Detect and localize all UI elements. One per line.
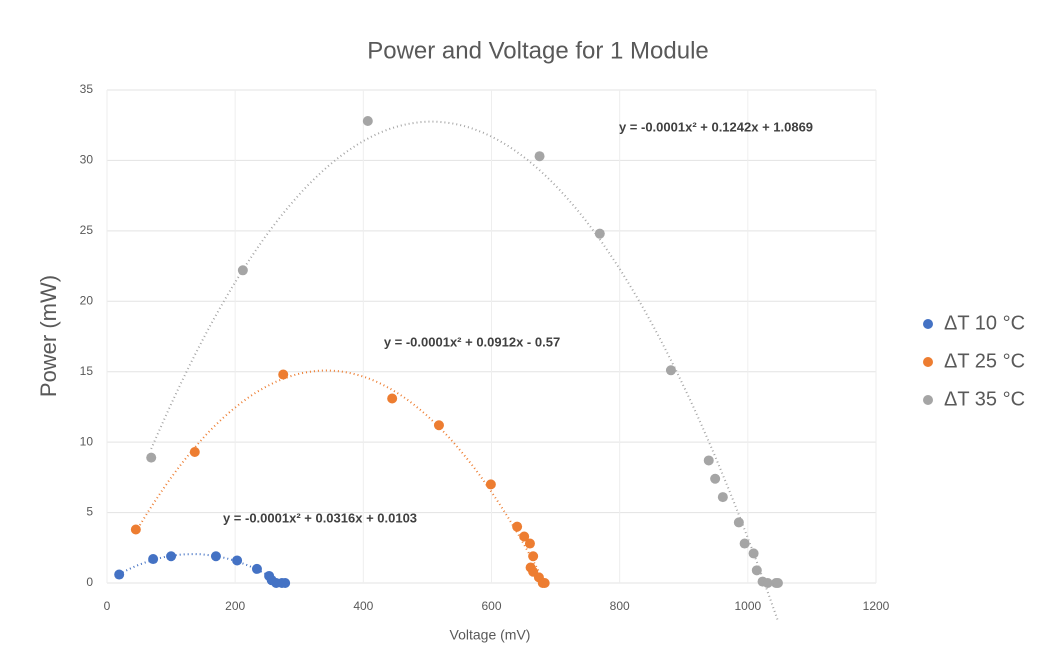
y-tick-label: 0 xyxy=(86,575,93,589)
data-point xyxy=(251,563,262,574)
data-point xyxy=(362,115,373,126)
x-tick-label: 1200 xyxy=(863,599,890,613)
data-point xyxy=(237,265,248,276)
data-point xyxy=(528,551,539,562)
y-axis-title: Power (mW) xyxy=(36,275,61,397)
y-tick-label: 20 xyxy=(80,293,94,307)
chart-title: Power and Voltage for 1 Module xyxy=(367,37,709,64)
x-tick-label: 0 xyxy=(104,599,111,613)
trendline xyxy=(134,369,546,584)
data-point xyxy=(665,365,676,376)
data-point xyxy=(278,369,289,380)
trendline-equation: y = -0.0001x² + 0.0912x - 0.57 xyxy=(384,334,560,349)
legend-label: ΔT 10 °C xyxy=(944,312,1025,334)
data-point xyxy=(733,517,744,528)
trendline-equation: y = -0.0001x² + 0.1242x + 1.0869 xyxy=(619,119,813,134)
data-point xyxy=(772,578,783,588)
data-point xyxy=(748,548,759,559)
data-point xyxy=(146,452,157,463)
data-point xyxy=(232,555,243,566)
data-point xyxy=(703,455,714,466)
legend-marker xyxy=(923,395,933,405)
data-point xyxy=(739,538,750,549)
data-point xyxy=(751,565,762,576)
data-point xyxy=(717,492,728,503)
data-point xyxy=(485,479,496,490)
x-tick-label: 1000 xyxy=(734,599,761,613)
legend-marker xyxy=(923,357,933,367)
data-point xyxy=(387,393,398,404)
legend-label: ΔT 25 °C xyxy=(944,350,1025,372)
y-tick-label: 15 xyxy=(80,364,94,378)
data-point xyxy=(130,524,141,535)
x-axis-title: Voltage (mV) xyxy=(450,627,531,643)
data-point xyxy=(512,521,523,532)
data-point xyxy=(534,151,545,162)
x-tick-label: 800 xyxy=(610,599,630,613)
y-tick-label: 25 xyxy=(80,223,94,237)
trendline-equation: y = -0.0001x² + 0.0316x + 0.0103 xyxy=(223,510,417,525)
data-point xyxy=(114,569,125,580)
legend-label: ΔT 35 °C xyxy=(944,388,1025,410)
data-point xyxy=(148,554,159,565)
legend-marker xyxy=(923,319,933,329)
trendline xyxy=(150,120,779,622)
data-point xyxy=(710,473,721,484)
data-point xyxy=(166,551,177,562)
y-tick-label: 30 xyxy=(80,153,94,167)
data-point xyxy=(524,538,535,549)
x-tick-label: 200 xyxy=(225,599,245,613)
data-point xyxy=(539,578,550,588)
y-tick-label: 5 xyxy=(86,505,93,519)
data-point xyxy=(762,578,773,588)
data-point xyxy=(519,531,530,542)
data-point xyxy=(210,551,221,562)
data-point xyxy=(433,420,444,431)
y-tick-label: 35 xyxy=(80,82,94,96)
x-tick-label: 400 xyxy=(353,599,373,613)
data-point xyxy=(189,447,200,458)
data-point xyxy=(280,578,291,588)
y-tick-label: 10 xyxy=(80,434,94,448)
data-point xyxy=(594,228,605,239)
x-tick-label: 600 xyxy=(481,599,501,613)
